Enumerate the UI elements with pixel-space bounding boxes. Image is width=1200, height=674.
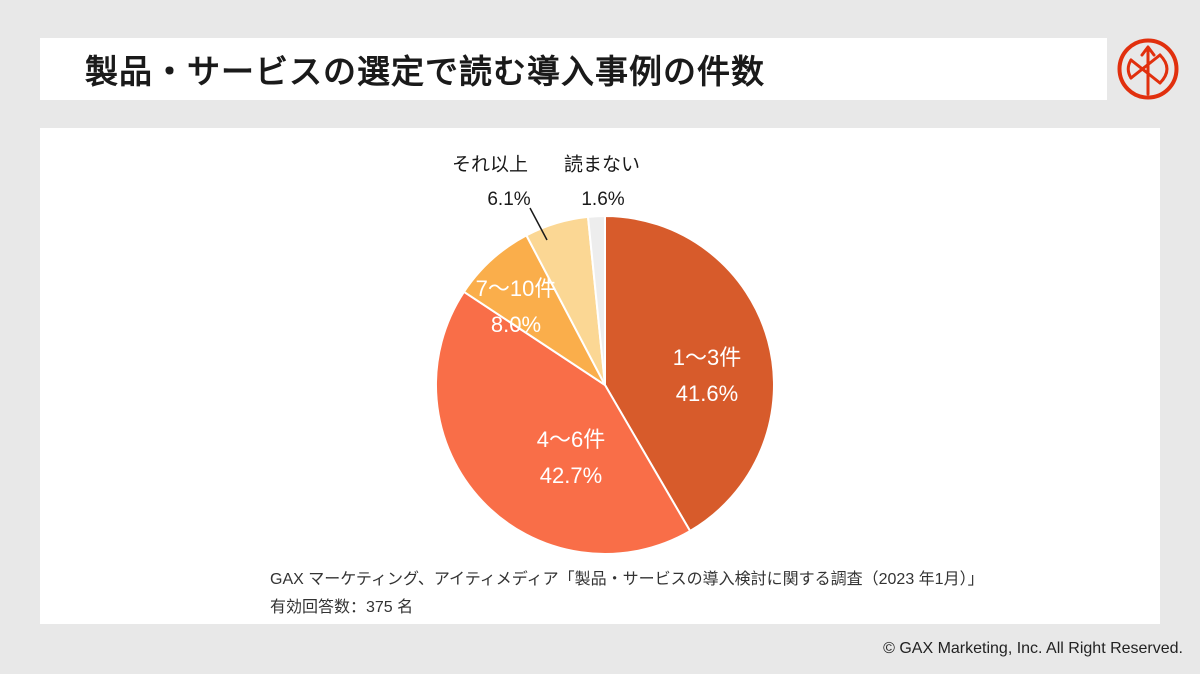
pie-slice-5: [586, 214, 606, 386]
slice-name: 1〜3件: [672, 345, 742, 370]
brand-logo-icon: [1117, 38, 1179, 100]
pie-slice-1: [604, 214, 775, 533]
slice-value: 41.6%: [675, 381, 739, 406]
slice-value: 42.7%: [539, 463, 603, 488]
slice-inside-label: 7〜10件 8.0%: [476, 271, 557, 343]
pie-slices: [434, 214, 775, 555]
pie-slice-2: [434, 290, 692, 555]
slice-callout-label: それ以上: [451, 154, 529, 176]
title-bar: 製品・サービスの選定で読む導入事例の件数: [40, 38, 1107, 100]
page-title: 製品・サービスの選定で読む導入事例の件数: [85, 53, 765, 90]
slice-value: 8.0%: [490, 312, 542, 337]
slice-inside-label: 4〜6件 42.7%: [537, 422, 605, 494]
slice-inside-label: 1〜3件 41.6%: [673, 340, 741, 412]
source-line-1: GAX マーケティング、アイティメディア「製品・サービスの導入検討に関する調査（…: [270, 571, 984, 588]
leader-line: [529, 207, 548, 241]
pie-chart: [434, 207, 775, 555]
source-note: GAX マーケティング、アイティメディア「製品・サービスの導入検討に関する調査（…: [270, 566, 984, 622]
slice-name: 4〜6件: [536, 427, 606, 452]
source-line-2: 有効回答数：375 名: [270, 599, 414, 616]
slice-name: 7〜10件: [475, 276, 557, 301]
slice-callout-value: 6.1%: [487, 189, 531, 210]
slice-callout-label: 読まない: [563, 154, 641, 176]
slice-callout-value: 1.6%: [581, 189, 625, 210]
copyright-text: © GAX Marketing, Inc. All Right Reserved…: [883, 640, 1183, 657]
